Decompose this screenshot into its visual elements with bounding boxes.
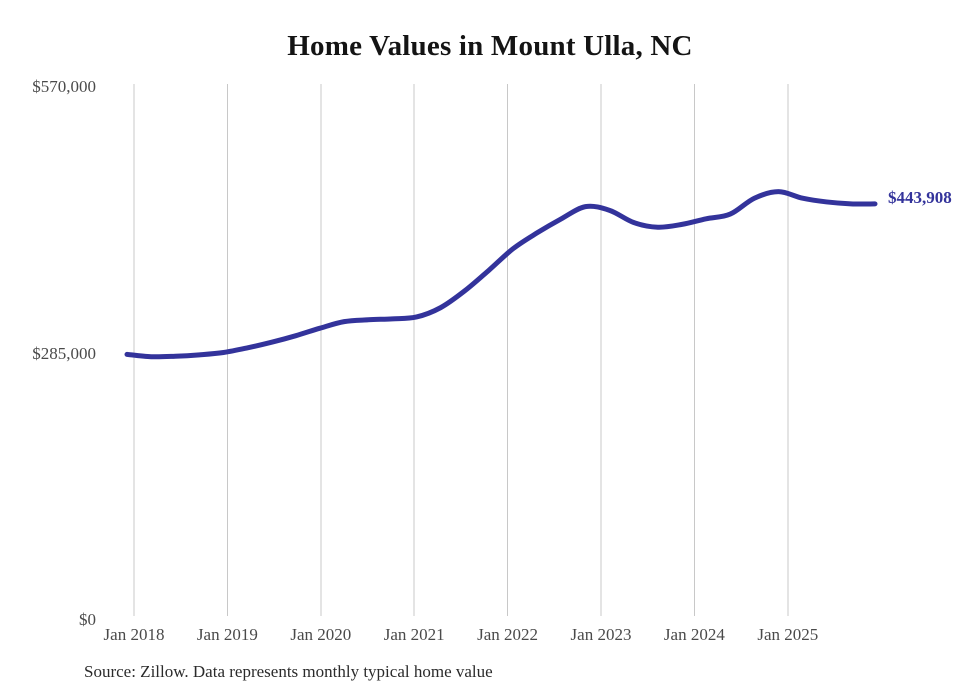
home-value-line-series (124, 189, 878, 360)
source-note: Source: Zillow. Data represents monthly … (84, 662, 493, 681)
chart-title: Home Values in Mount Ulla, NC (287, 30, 693, 62)
x-axis-tick-label-jan-2019: Jan 2019 (196, 625, 258, 644)
y-axis-tick-label-0: $0 (79, 610, 96, 629)
x-axis-tick-label-jan-2022: Jan 2022 (477, 625, 539, 644)
x-axis-tick-label-jan-2024: Jan 2024 (663, 625, 725, 644)
x-axis-tick-label-jan-2021: Jan 2021 (383, 625, 445, 644)
x-axis-tick-label-jan-2020: Jan 2020 (290, 625, 352, 644)
y-axis-tick-label-570000: $570,000 (32, 77, 96, 96)
x-axis-tick-label-jan-2018: Jan 2018 (103, 625, 165, 644)
x-axis-tick-label-jan-2025: Jan 2025 (757, 625, 819, 644)
y-axis-tick-label-285000: $285,000 (32, 344, 96, 363)
series-end-value-label: $443,908 (888, 188, 952, 207)
x-axis-tick-label-jan-2023: Jan 2023 (570, 625, 632, 644)
